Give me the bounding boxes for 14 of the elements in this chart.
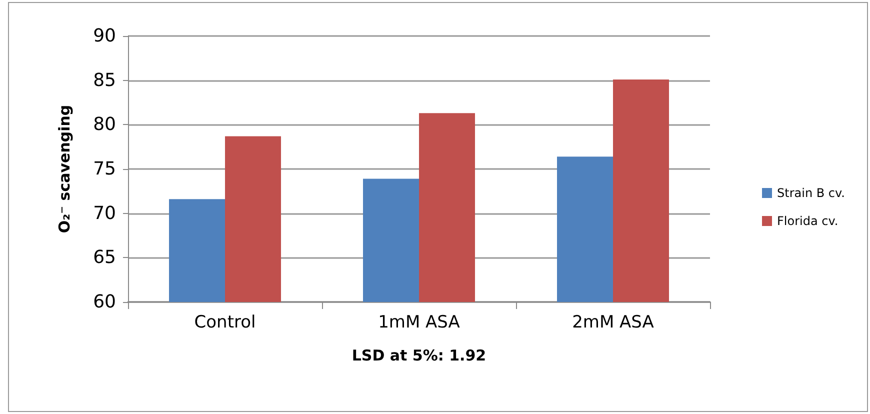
y-tick-label: 60	[93, 292, 116, 312]
x-tick-label: 1mM ASA	[378, 312, 460, 332]
x-tick-label: Control	[194, 312, 256, 332]
y-tick-label: 70	[93, 202, 116, 224]
y-axis-title: O₂⁻ scavenging	[56, 104, 74, 234]
y-tick-label: 80	[93, 114, 116, 136]
x-tick-label: 2mM ASA	[572, 312, 654, 332]
legend-label: Florida cv.	[777, 214, 838, 228]
y-tick-label: 90	[93, 26, 116, 46]
y-tick-label: 85	[93, 70, 116, 91]
y-tick-label: 75	[93, 158, 116, 180]
y-tick-label: 65	[93, 247, 116, 268]
legend-label: Strain B cv.	[777, 186, 846, 200]
x-axis-title: LSD at 5%: 1.92	[352, 346, 486, 364]
